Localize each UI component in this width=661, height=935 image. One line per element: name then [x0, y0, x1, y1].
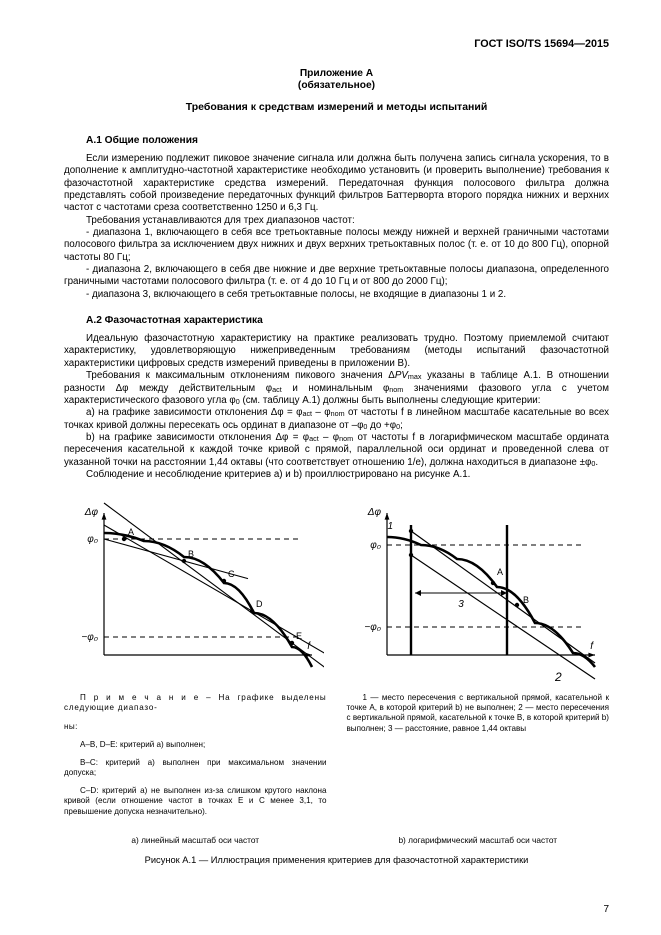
mandatory-label: (обязательное)	[64, 80, 609, 91]
sub: nom	[331, 409, 345, 418]
svg-text:3: 3	[458, 599, 464, 610]
subcap-a: a) линейный масштаб оси частот	[64, 835, 327, 845]
appendix-label: Приложение А	[64, 68, 609, 79]
a2-p2: Требования к максимальным отклонениям пи…	[64, 370, 609, 407]
notes-row: П р и м е ч а н и е – На графике выделен…	[64, 693, 609, 824]
svg-text:A: A	[497, 567, 503, 577]
note-r: 1 — место пересечения с вертикальной пря…	[347, 693, 610, 733]
a2-a: а) на графике зависимости отклонения Δφ …	[64, 407, 609, 432]
a1-li2: - диапазона 2, включающего в себя две ни…	[64, 264, 609, 289]
sub: nom	[389, 385, 403, 394]
note-l4: С–D: критерий а) не выполнен из-за слишк…	[64, 786, 327, 816]
svg-text:φ₀: φ₀	[87, 534, 98, 545]
txt: .	[595, 457, 598, 468]
svg-text:1: 1	[387, 521, 393, 532]
chart-right: A B 3 1 2 Δφ φ₀ −φ₀ f	[347, 495, 610, 685]
txt: до +φ	[367, 420, 396, 431]
txt: а) на графике зависимости отклонения Δφ …	[86, 407, 302, 418]
txt: Требования к максимальным отклонениям пи…	[86, 370, 395, 381]
svg-text:B: B	[188, 549, 194, 559]
figure-left: A B C D E Δφ φ₀ −φ₀ f	[64, 495, 327, 685]
a1-p1: Если измерению подлежит пиковое значение…	[64, 153, 609, 215]
svg-text:−φ₀: −φ₀	[364, 622, 381, 633]
sub: act	[302, 409, 312, 418]
svg-text:−φ₀: −φ₀	[81, 632, 98, 643]
svg-text:C: C	[228, 569, 235, 579]
figures-row: A B C D E Δφ φ₀ −φ₀ f A B 3 1 2 Δφ φ₀ −φ₀ f	[64, 495, 609, 685]
notes-right: 1 — место пересечения с вертикальной пря…	[347, 693, 610, 824]
a2-heading: А.2 Фазочастотная характеристика	[64, 315, 609, 326]
txt: – φ	[319, 432, 339, 443]
page-number: 7	[603, 904, 609, 915]
note-l3: В–С: критерий а) выполнен при максимальн…	[64, 758, 327, 778]
notes-left: П р и м е ч а н и е – На графике выделен…	[64, 693, 327, 824]
svg-text:D: D	[256, 599, 263, 609]
svg-text:A: A	[128, 527, 134, 537]
subcap-b: b) логарифмический масштаб оси частот	[347, 835, 610, 845]
svg-text:Δφ: Δφ	[366, 507, 381, 518]
a2-p1: Идеальную фазочастотную характеристику н…	[64, 333, 609, 370]
a1-p2: Требования устанавливаются для трех диап…	[64, 215, 609, 227]
txt: b) на графике зависимости отклонения Δφ …	[86, 432, 309, 443]
a1-heading: А.1 Общие положения	[64, 135, 609, 146]
svg-text:Δφ: Δφ	[84, 507, 99, 518]
symbol-PV: PV	[395, 370, 408, 381]
a2-b: b) на графике зависимости отклонения Δφ …	[64, 432, 609, 469]
a2-p3: Соблюдение и несоблюдение критериев а) и…	[64, 469, 609, 481]
sub: act	[309, 434, 319, 443]
txt: и номинальным φ	[282, 383, 390, 394]
svg-text:φ₀: φ₀	[370, 540, 381, 551]
note-l2: А–В, D–E: критерий а) выполнен;	[64, 740, 327, 750]
note-l1: П р и м е ч а н и е – На графике выделен…	[64, 693, 327, 713]
svg-text:f: f	[590, 641, 594, 652]
chart-left: A B C D E Δφ φ₀ −φ₀ f	[64, 495, 327, 685]
txt: – φ	[312, 407, 331, 418]
doc-number: ГОСТ ISO/TS 15694—2015	[64, 38, 609, 50]
a1-li1: - диапазона 1, включающего в себя все тр…	[64, 227, 609, 264]
svg-text:B: B	[523, 595, 529, 605]
sub: nom	[339, 434, 353, 443]
appendix-title: Требования к средствам измерений и метод…	[64, 101, 609, 113]
svg-text:E: E	[296, 631, 302, 641]
sub: act	[272, 385, 282, 394]
txt: (см. таблицу А.1) должны быть выполнены …	[240, 395, 541, 406]
subcaption-row: a) линейный масштаб оси частот b) логари…	[64, 835, 609, 845]
page: ГОСТ ISO/TS 15694—2015 Приложение А (обя…	[0, 0, 661, 935]
figure-right: A B 3 1 2 Δφ φ₀ −φ₀ f	[347, 495, 610, 685]
sub: max	[408, 372, 422, 381]
a1-li3: - диапазона 3, включающего в себя третьо…	[64, 289, 609, 301]
svg-text:f: f	[307, 641, 311, 652]
note-l1b: ны:	[64, 722, 327, 732]
svg-text:2: 2	[554, 670, 562, 684]
txt: ;	[400, 420, 403, 431]
figure-caption: Рисунок А.1 — Иллюстрация применения кри…	[64, 855, 609, 865]
